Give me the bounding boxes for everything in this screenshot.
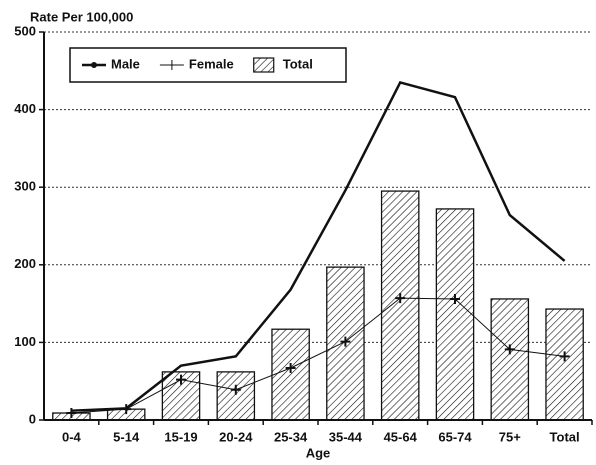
- line-series: [71, 80, 566, 412]
- point-marker: [450, 293, 460, 304]
- point-marker: [395, 293, 406, 304]
- point-marker: [340, 336, 351, 347]
- x-tick-label: 65-74: [438, 429, 472, 444]
- legend-label: Female: [189, 56, 234, 71]
- legend-box: [69, 47, 347, 83]
- point-marker: [504, 344, 515, 355]
- x-tick-label: 25-34: [274, 429, 308, 444]
- point-marker: [121, 404, 132, 415]
- legend-swatch: [253, 57, 275, 73]
- point-marker: [176, 374, 186, 385]
- point-marker: [66, 408, 77, 419]
- x-tick-label: Total: [550, 429, 580, 444]
- y-tick-label: 300: [14, 179, 36, 194]
- x-tick-label: 35-44: [329, 429, 363, 444]
- y-tick-label: 200: [14, 256, 36, 271]
- bar: [216, 371, 256, 421]
- y-axis-label: Rate Per 100,000: [30, 9, 133, 24]
- bar: [435, 208, 475, 421]
- x-tick-label: 75+: [499, 429, 521, 444]
- x-tick-label: 15-19: [164, 429, 197, 444]
- x-tick-label: 0-4: [62, 429, 82, 444]
- bar: [271, 328, 310, 421]
- bar: [545, 308, 584, 421]
- x-tick-label: 20-24: [219, 429, 253, 444]
- y-tick-label: 400: [14, 101, 36, 116]
- point-marker: [230, 384, 241, 395]
- bar: [380, 190, 420, 421]
- line-series: [71, 297, 565, 414]
- point-marker: [559, 351, 570, 362]
- legend-label: Total: [283, 56, 313, 71]
- bar: [490, 298, 530, 421]
- x-tick-label: 5-14: [113, 429, 140, 444]
- y-tick-label: 100: [14, 334, 36, 349]
- legend-swatch: [91, 62, 97, 68]
- legend-label: Male: [111, 56, 140, 71]
- x-axis-label: Age: [306, 445, 331, 460]
- y-tick-label: 500: [14, 23, 36, 38]
- y-tick-label: 0: [29, 411, 36, 426]
- x-tick-label: 45-64: [384, 429, 418, 444]
- point-marker: [285, 363, 296, 374]
